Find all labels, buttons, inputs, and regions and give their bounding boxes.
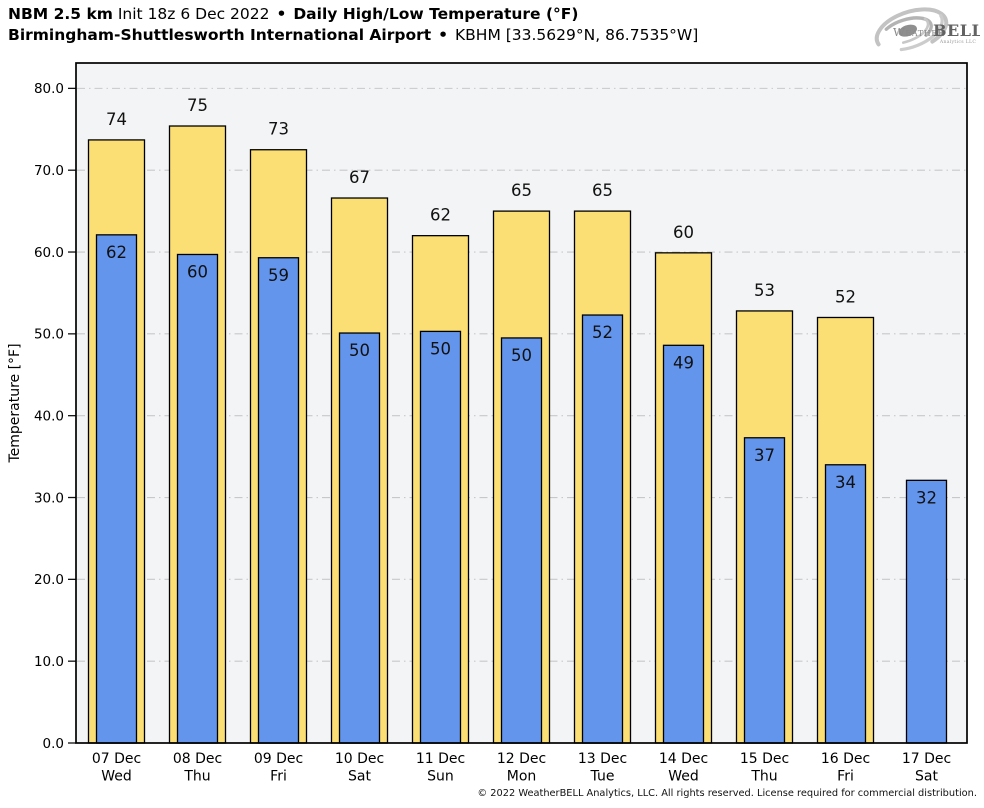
- low-bar: [176, 253, 219, 744]
- model-name: NBM 2.5 km: [8, 5, 113, 23]
- y-tick-label: 20.0: [34, 572, 64, 588]
- x-label-date: 11 Dec: [416, 751, 465, 767]
- y-tick-label: 50.0: [34, 327, 64, 343]
- high-value-label: 75: [187, 96, 208, 115]
- low-value-label: 60: [187, 262, 208, 281]
- x-label-day: Fri: [270, 769, 287, 785]
- x-label-date: 16 Dec: [821, 751, 870, 767]
- x-label-day: Wed: [101, 769, 132, 785]
- product-name: Daily High/Low Temperature (°F): [293, 5, 579, 23]
- init-time: Init 18z 6 Dec 2022: [117, 5, 270, 23]
- x-label-day: Sun: [427, 769, 454, 785]
- station-id: KBHM [33.5629°N, 86.7535°W]: [454, 26, 699, 44]
- station-name: Birmingham-Shuttlesworth International A…: [8, 26, 432, 44]
- x-label-day: Fri: [837, 769, 854, 785]
- x-label-date: 17 Dec: [902, 751, 951, 767]
- x-label-date: 12 Dec: [497, 751, 546, 767]
- x-label-day: Mon: [507, 769, 537, 785]
- high-value-label: 53: [754, 281, 775, 300]
- low-bar: [824, 464, 867, 744]
- copyright-notice: © 2022 WeatherBELL Analytics, LLC. All r…: [477, 788, 977, 799]
- x-label-date: 15 Dec: [740, 751, 789, 767]
- y-tick-label: 0.0: [43, 736, 64, 752]
- subtitle-bullet: •: [438, 26, 449, 44]
- low-bar: [95, 234, 138, 744]
- x-label-date: 08 Dec: [173, 751, 222, 767]
- x-label-date: 13 Dec: [578, 751, 627, 767]
- low-bar: [581, 314, 624, 744]
- y-tick-label: 10.0: [34, 654, 64, 670]
- logo-bell-text: BELL: [933, 21, 980, 40]
- low-value-label: 37: [754, 446, 775, 465]
- low-value-label: 50: [430, 339, 451, 358]
- low-value-label: 62: [106, 243, 127, 262]
- low-value-label: 52: [592, 323, 613, 342]
- logo-analytics-text: Analytics LLC: [939, 39, 976, 45]
- chart-subtitle: Birmingham-Shuttlesworth International A…: [8, 25, 698, 46]
- low-value-label: 49: [673, 353, 694, 372]
- weatherbell-logo: Weather BELL Analytics LLC: [866, 2, 983, 60]
- low-value-label: 32: [916, 488, 937, 507]
- x-label-date: 10 Dec: [335, 751, 384, 767]
- low-bar: [905, 479, 948, 744]
- low-bar: [257, 257, 300, 744]
- y-tick-label: 40.0: [34, 408, 64, 424]
- x-label-day: Thu: [183, 769, 210, 785]
- y-tick-label: 80.0: [34, 81, 64, 97]
- high-value-label: 65: [592, 181, 613, 200]
- high-value-label: 62: [430, 206, 451, 225]
- title-bullet: •: [276, 5, 287, 23]
- y-tick-label: 30.0: [34, 490, 64, 506]
- low-bar: [338, 332, 381, 744]
- low-bar: [743, 437, 786, 744]
- high-value-label: 65: [511, 181, 532, 200]
- x-label-day: Sat: [915, 769, 938, 785]
- y-tick-label: 60.0: [34, 245, 64, 261]
- storm-swirl-icon: [874, 7, 949, 52]
- x-label-day: Thu: [750, 769, 777, 785]
- x-label-day: Sat: [348, 769, 371, 785]
- x-label-date: 09 Dec: [254, 751, 303, 767]
- y-axis-title: Temperature [°F]: [7, 343, 23, 463]
- y-tick-label: 70.0: [34, 163, 64, 179]
- x-label-date: 07 Dec: [92, 751, 141, 767]
- high-value-label: 60: [673, 223, 694, 242]
- low-bar: [419, 330, 462, 744]
- low-value-label: 50: [511, 346, 532, 365]
- high-value-label: 74: [106, 110, 127, 129]
- plot-border: [75, 62, 968, 744]
- chart-title: NBM 2.5 km Init 18z 6 Dec 2022 • Daily H…: [8, 4, 698, 25]
- low-value-label: 34: [835, 473, 856, 492]
- high-value-label: 52: [835, 287, 856, 306]
- high-value-label: 67: [349, 168, 370, 187]
- x-label-date: 14 Dec: [659, 751, 708, 767]
- chart-header: NBM 2.5 km Init 18z 6 Dec 2022 • Daily H…: [8, 4, 698, 46]
- x-label-day: Wed: [668, 769, 699, 785]
- high-value-label: 73: [268, 120, 289, 139]
- weatherbell-logo-graphic: Weather BELL Analytics LLC: [874, 7, 983, 52]
- low-bar: [662, 344, 705, 744]
- logo-weather-text: Weather: [893, 25, 945, 39]
- low-value-label: 50: [349, 341, 370, 360]
- low-bar: [500, 337, 543, 744]
- low-value-label: 59: [268, 266, 289, 285]
- x-label-day: Tue: [590, 769, 615, 785]
